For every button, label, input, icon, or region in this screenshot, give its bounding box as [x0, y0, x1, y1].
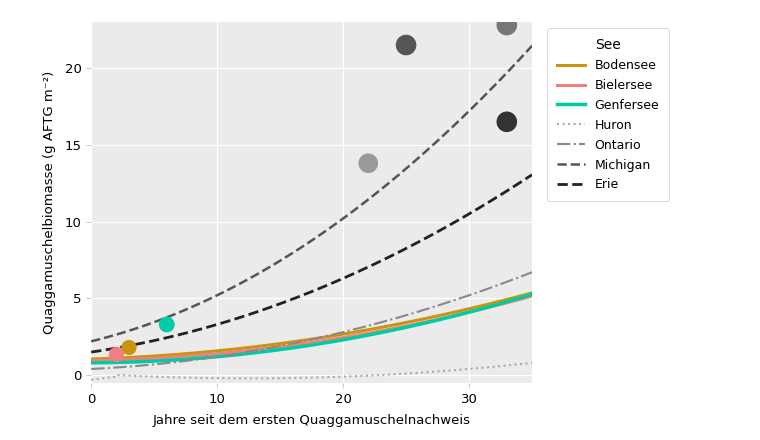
Point: [400, 41, 412, 48]
X-axis label: Jahre seit dem ersten Quaggamuschelnachweis: Jahre seit dem ersten Quaggamuschelnachw…: [153, 414, 470, 427]
Point: [501, 118, 513, 125]
Point: [123, 344, 135, 351]
Point: [363, 160, 375, 167]
Y-axis label: Quaggamuschelbiomasse (g AFTG m⁻²): Quaggamuschelbiomasse (g AFTG m⁻²): [43, 71, 56, 334]
Point: [501, 22, 513, 29]
Legend: Bodensee, Bielersee, Genfersee, Huron, Ontario, Michigan, Erie: Bodensee, Bielersee, Genfersee, Huron, O…: [547, 28, 670, 202]
Point: [160, 321, 173, 328]
Point: [110, 351, 122, 358]
